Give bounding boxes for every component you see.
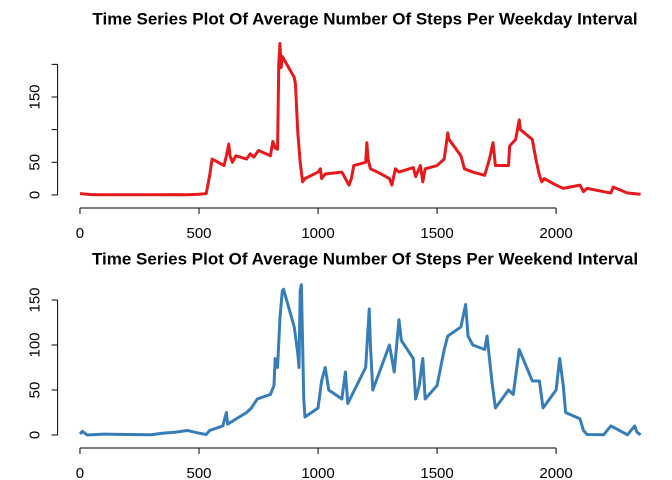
chart-title: Time Series Plot Of Average Number Of St… [92,249,638,268]
y-tick-label: 0 [27,431,44,439]
x-tick-label: 0 [76,225,84,242]
x-tick-label: 500 [186,465,211,480]
x-tick-label: 2000 [539,225,572,242]
x-tick-label: 1500 [420,465,453,480]
y-tick-label: 0 [27,191,44,199]
x-tick-label: 2000 [539,465,572,480]
x-tick-label: 0 [76,465,84,480]
series-line [78,283,642,437]
x-tick-label: 1000 [301,465,334,480]
y-tick-label: 50 [27,154,44,171]
y-tick-label: 150 [27,287,44,312]
y-tick-label: 150 [27,84,44,109]
x-tick-label: 500 [186,225,211,242]
chart-title: Time Series Plot Of Average Number Of St… [92,9,637,28]
x-tick-label: 1000 [301,225,334,242]
y-tick-label: 50 [27,382,44,399]
x-tick-label: 1500 [420,225,453,242]
y-tick-label: 100 [27,332,44,357]
series-line [79,41,641,197]
